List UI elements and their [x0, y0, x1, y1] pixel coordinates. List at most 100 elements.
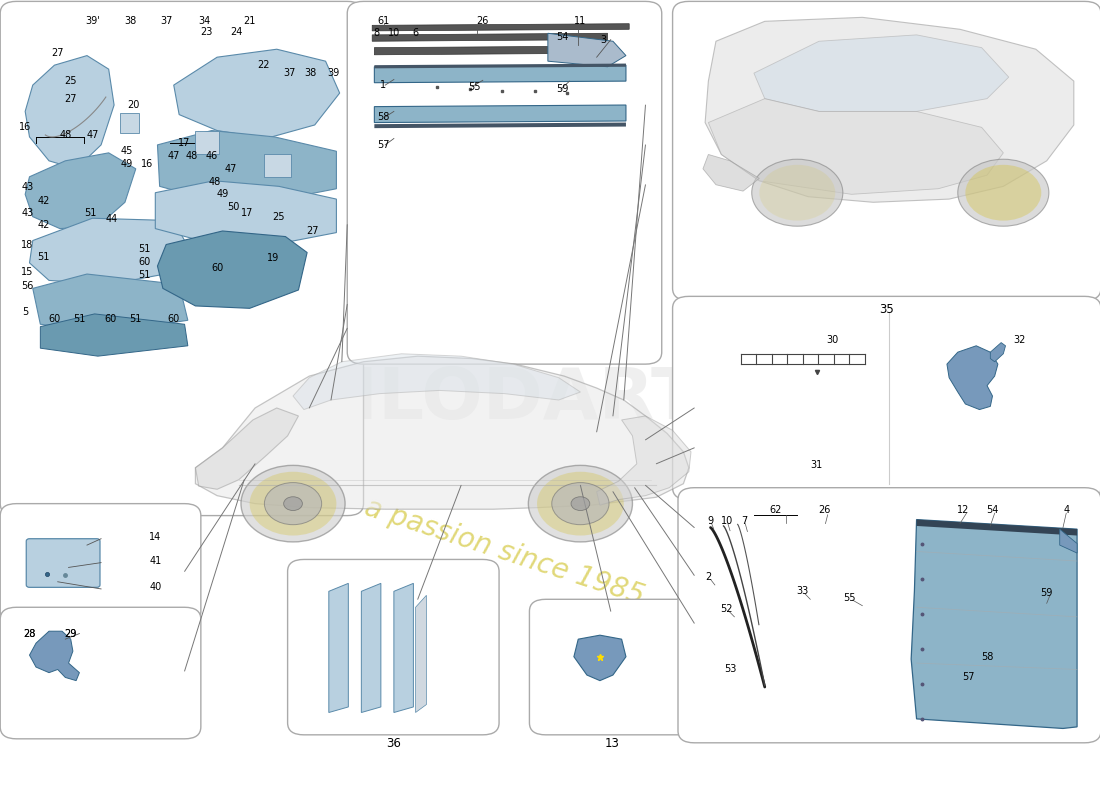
Text: 57: 57 — [962, 673, 975, 682]
Text: 44: 44 — [106, 214, 118, 224]
Polygon shape — [329, 583, 349, 713]
Text: 48: 48 — [186, 151, 198, 161]
Text: 29: 29 — [65, 629, 77, 638]
Text: 62: 62 — [769, 505, 782, 515]
Polygon shape — [548, 34, 626, 66]
Text: 37: 37 — [160, 16, 173, 26]
Text: 5: 5 — [22, 307, 29, 318]
Text: 25: 25 — [65, 76, 77, 86]
Polygon shape — [374, 46, 613, 55]
Text: 40: 40 — [150, 582, 162, 592]
Polygon shape — [196, 408, 298, 490]
Text: 51: 51 — [84, 208, 97, 218]
FancyBboxPatch shape — [348, 2, 662, 364]
Polygon shape — [372, 34, 607, 42]
Polygon shape — [361, 583, 381, 713]
Text: 37: 37 — [284, 68, 296, 78]
Text: 9: 9 — [707, 516, 714, 526]
Circle shape — [264, 482, 321, 525]
Text: 51: 51 — [139, 270, 151, 280]
Polygon shape — [33, 274, 188, 332]
Polygon shape — [374, 63, 626, 68]
Text: 14: 14 — [150, 532, 162, 542]
Text: 4: 4 — [1064, 505, 1069, 515]
Text: 3: 3 — [601, 34, 606, 45]
Polygon shape — [196, 356, 689, 510]
Text: 22: 22 — [257, 60, 270, 70]
Text: 6: 6 — [412, 28, 419, 38]
Circle shape — [958, 159, 1049, 226]
Circle shape — [966, 165, 1042, 221]
Circle shape — [751, 159, 843, 226]
Text: 1: 1 — [379, 80, 386, 90]
Text: 45: 45 — [121, 146, 133, 156]
Text: 11: 11 — [574, 16, 586, 26]
Polygon shape — [374, 122, 626, 128]
Text: 19: 19 — [267, 253, 279, 263]
Text: 10: 10 — [720, 516, 733, 526]
Text: 51: 51 — [74, 314, 86, 324]
FancyBboxPatch shape — [26, 538, 100, 587]
FancyBboxPatch shape — [287, 559, 499, 735]
Circle shape — [250, 472, 337, 535]
FancyBboxPatch shape — [529, 599, 694, 735]
Text: 32: 32 — [1013, 335, 1026, 346]
FancyBboxPatch shape — [672, 296, 1100, 500]
Text: 7: 7 — [741, 516, 747, 526]
Text: 12: 12 — [957, 505, 969, 515]
Text: 49: 49 — [121, 159, 133, 169]
Text: 42: 42 — [37, 220, 50, 230]
Text: 38: 38 — [305, 68, 317, 78]
Text: 46: 46 — [206, 151, 218, 161]
Polygon shape — [25, 153, 135, 229]
Text: 51: 51 — [130, 314, 142, 324]
Text: 31: 31 — [811, 460, 823, 470]
Polygon shape — [30, 218, 185, 285]
Text: 48: 48 — [209, 177, 221, 186]
Polygon shape — [416, 595, 427, 713]
Text: 56: 56 — [21, 281, 33, 291]
Text: 16: 16 — [19, 122, 31, 132]
Polygon shape — [574, 635, 626, 681]
Text: 60: 60 — [48, 314, 60, 324]
Bar — [196, 130, 219, 154]
Text: 36: 36 — [386, 738, 400, 750]
Polygon shape — [754, 35, 1009, 111]
Bar — [120, 113, 139, 133]
Text: 61: 61 — [377, 16, 389, 26]
Text: 21: 21 — [243, 16, 256, 26]
Text: 48: 48 — [59, 130, 72, 140]
Text: 28: 28 — [23, 629, 35, 638]
Text: 47: 47 — [86, 130, 99, 140]
Text: 43: 43 — [21, 208, 33, 218]
Circle shape — [284, 497, 302, 510]
Polygon shape — [596, 416, 691, 506]
Text: 42: 42 — [37, 196, 50, 206]
Polygon shape — [25, 56, 114, 169]
Text: 23: 23 — [200, 26, 212, 37]
Text: 57: 57 — [377, 140, 389, 150]
Text: 34: 34 — [198, 16, 210, 26]
Polygon shape — [174, 50, 340, 138]
Text: 60: 60 — [167, 314, 180, 324]
Text: 51: 51 — [37, 251, 50, 262]
FancyBboxPatch shape — [0, 504, 201, 623]
Text: 55: 55 — [843, 593, 856, 602]
Text: 17: 17 — [241, 208, 254, 218]
Text: 35: 35 — [879, 302, 894, 316]
Polygon shape — [916, 519, 1077, 535]
Text: 16: 16 — [141, 159, 153, 169]
FancyBboxPatch shape — [678, 488, 1100, 743]
Text: 59: 59 — [556, 84, 569, 94]
Text: 55: 55 — [468, 82, 481, 92]
FancyBboxPatch shape — [0, 607, 201, 739]
Polygon shape — [157, 231, 307, 308]
Text: 38: 38 — [124, 16, 136, 26]
Text: 47: 47 — [167, 151, 180, 161]
Text: 60: 60 — [211, 263, 223, 274]
Polygon shape — [41, 314, 188, 356]
Text: 33: 33 — [796, 586, 808, 596]
Circle shape — [571, 497, 590, 510]
Circle shape — [759, 165, 835, 221]
Text: 50: 50 — [228, 202, 240, 212]
